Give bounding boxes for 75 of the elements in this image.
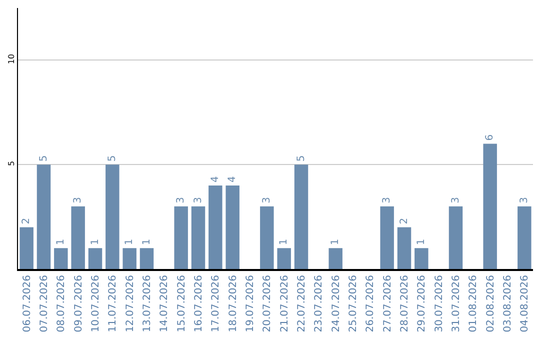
bar [277,248,291,269]
bar [260,206,274,269]
data-label: 1 [55,238,66,246]
bar [380,206,394,269]
data-label: 3 [518,196,530,204]
x-tick-label: 18.07.2026 [228,275,239,332]
data-label: 1 [416,238,427,246]
data-label: 3 [382,196,393,204]
x-tick-label: 28.07.2026 [400,275,410,332]
x-tick-label: 15.07.2026 [176,275,188,332]
data-label: 5 [106,155,118,162]
bar [71,206,85,269]
x-tick-label: 09.07.2026 [73,275,84,332]
bar [208,185,222,269]
x-tick-label: 27.07.2026 [382,275,394,332]
bar [294,164,308,269]
bar [36,164,51,269]
data-label: 1 [278,238,290,246]
x-tick-label: 30.07.2026 [434,275,445,332]
x-tick-label: 01.08.2026 [468,275,480,332]
y-tick-label: 10 [6,54,16,64]
data-label: 1 [90,238,101,246]
data-label: 3 [176,196,187,204]
data-label: 3 [261,196,272,204]
x-tick-label: 23.07.2026 [314,275,325,332]
bar [483,144,497,269]
bar [414,248,428,269]
bar [518,206,532,269]
bar [88,248,102,269]
x-tick-label: 13.07.2026 [142,275,153,332]
bar [174,206,188,269]
x-tick-label: 06.07.2026 [22,275,33,332]
data-label: 2 [21,218,32,224]
x-tick-label: 03.08.2026 [502,275,514,332]
data-label: 1 [124,238,136,246]
bar [191,206,206,269]
data-label: 4 [210,176,221,182]
bar [140,248,154,269]
data-label: 2 [398,218,410,224]
bar [397,227,412,269]
bar [20,227,34,269]
x-tick-label: 21.07.2026 [279,275,290,332]
data-label: 6 [484,134,496,141]
data-label: 1 [330,238,342,246]
data-label: 3 [450,196,462,204]
data-label: 5 [38,155,50,162]
x-tick-label: 11.07.2026 [108,275,119,332]
x-tick-label: 31.07.2026 [451,275,462,332]
bar [226,185,240,269]
x-tick-label: 24.07.2026 [330,275,342,332]
bar [54,248,68,269]
x-tick-label: 12.07.2026 [124,275,136,332]
x-tick-label: 08.07.2026 [56,275,68,332]
bar [122,248,136,269]
x-tick-label: 22.07.2026 [296,275,308,332]
x-tick-label: 20.07.2026 [262,275,274,332]
x-tick-label: 29.07.2026 [416,275,428,332]
x-tick-label: 19.07.2026 [245,275,256,332]
x-tick-label: 04.08.2026 [520,275,531,332]
data-label: 3 [72,196,84,204]
x-tick-label: 14.07.2026 [159,275,170,332]
x-tick-label: 17.07.2026 [210,275,222,332]
data-label: 3 [192,196,204,204]
x-tick-label: 10.07.2026 [90,275,102,332]
data-label: 1 [141,238,152,246]
x-tick-label: 07.07.2026 [39,275,50,332]
data-label: 5 [296,155,307,162]
x-tick-label: 16.07.2026 [194,275,204,332]
bar [448,206,463,269]
x-tick-label: 02.08.2026 [485,275,496,332]
x-tick-label: 25.07.2026 [348,275,359,332]
data-label: 4 [227,176,238,182]
x-tick-label: 26.07.2026 [365,275,376,332]
bar [328,248,342,269]
bar [106,164,120,269]
